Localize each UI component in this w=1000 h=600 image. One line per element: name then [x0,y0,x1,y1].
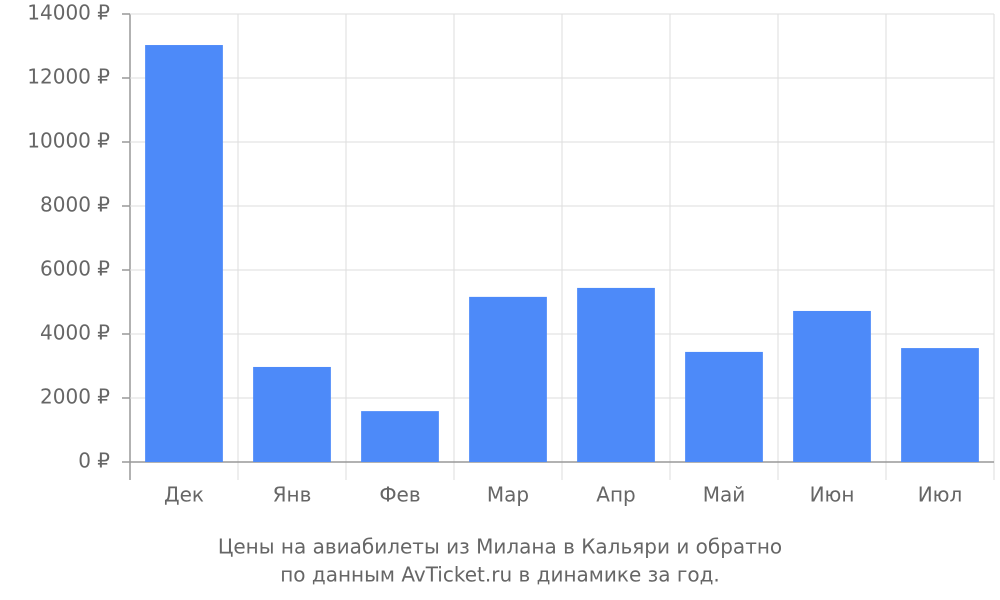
y-tick-label: 14000 ₽ [27,1,110,25]
bar [685,351,763,462]
x-tick-label: Май [703,483,746,507]
x-tick-label: Мар [487,483,529,507]
bar [469,296,547,462]
chart-title: по данным AvTicket.ru в динамике за год. [280,563,720,587]
bar [361,411,439,462]
y-tick-label: 6000 ₽ [40,257,110,281]
bar [793,310,871,462]
y-tick-label: 10000 ₽ [27,129,110,153]
x-tick-label: Июл [918,483,963,507]
y-tick-label: 12000 ₽ [27,65,110,89]
bar [253,366,331,462]
x-tick-label: Фев [379,483,420,507]
y-tick-label: 2000 ₽ [40,385,110,409]
chart-title: Цены на авиабилеты из Милана в Кальяри и… [218,535,782,559]
bar [145,45,223,462]
bar [577,287,655,462]
bar [901,348,979,462]
x-tick-label: Янв [273,483,312,507]
y-tick-label: 0 ₽ [78,449,110,473]
y-tick-label: 4000 ₽ [40,321,110,345]
x-tick-label: Апр [596,483,635,507]
x-tick-label: Дек [164,483,204,507]
y-tick-label: 8000 ₽ [40,193,110,217]
x-tick-label: Июн [810,483,855,507]
